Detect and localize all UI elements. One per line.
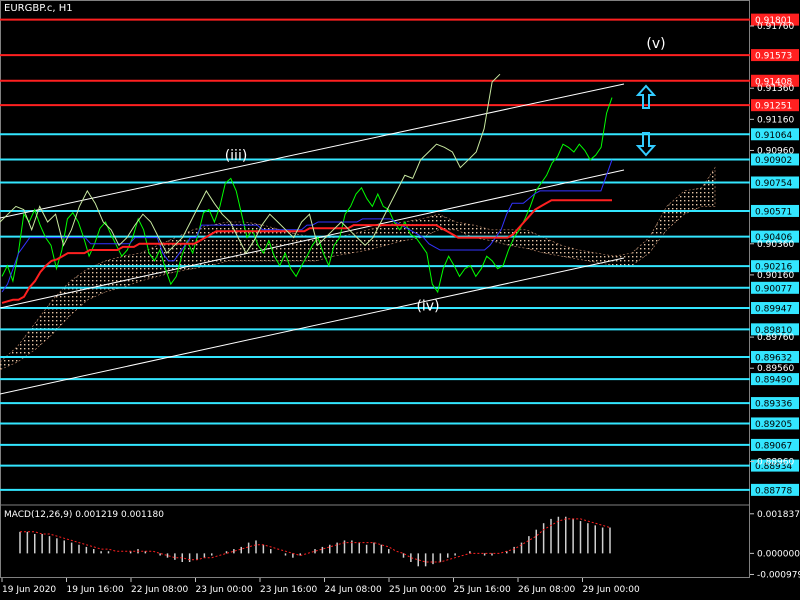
channel-middle-line (0, 169, 625, 309)
resistance-level-tag (751, 49, 799, 62)
x-tick-label: 29 Jun 00:00 (583, 585, 640, 595)
support-level-tag (751, 373, 799, 386)
wave-label: (iv) (416, 299, 439, 315)
y-tick-label: 0.88960 (757, 458, 794, 468)
wave-label: (v) (646, 36, 665, 52)
macd-tick-label: 0.000000 (757, 549, 800, 559)
arrow-down-icon (635, 132, 657, 157)
grid-layer (0, 0, 750, 578)
horizontal-levels: 0.91801 0.91573 0.91408 0.91251 0.91064 0.909… (0, 13, 799, 496)
support-level-tag (751, 459, 799, 472)
y-tick-label: 0.91360 (757, 84, 794, 94)
support-level-tag (751, 260, 799, 273)
support-level-label: 0.90902 (755, 156, 792, 166)
support-level-tag (751, 417, 799, 430)
tenkan-line (1, 159, 613, 293)
support-level-tag (751, 323, 799, 336)
arrow-up-icon (635, 84, 657, 109)
x-tick-label: 25 Jun 00:00 (389, 585, 446, 595)
support-level-label: 0.89632 (755, 354, 792, 364)
support-level-tag (751, 153, 799, 166)
support-level-tag (751, 230, 799, 243)
support-level-tag (751, 483, 799, 496)
y-tick-label: 0.89560 (757, 364, 794, 374)
support-level-tag (751, 397, 799, 410)
price-series (0, 73, 613, 304)
y-tick-label: 0.90960 (757, 146, 794, 156)
annotations: (iii) (iv) (v) (225, 36, 666, 315)
support-level-label: 0.88934 (755, 462, 792, 472)
x-tick-label: 23 Jun 16:00 (260, 585, 317, 595)
resistance-level-label: 0.91573 (755, 52, 792, 62)
support-level-label: 0.88778 (755, 486, 792, 496)
wave-label: (iii) (225, 148, 248, 164)
price-axis: 0.91760 0.91360 0.91160 0.90960 0.90360 0.901… (750, 22, 794, 468)
resistance-level-label: 0.91408 (755, 77, 792, 87)
channel-upper-line (0, 83, 625, 219)
resistance-level-tag (751, 99, 799, 112)
time-axis: 19 Jun 2020 19 Jun 16:00 22 Jun 08:00 23 Ju… (1, 578, 640, 595)
channel-lines (0, 83, 625, 395)
support-level-label: 0.89490 (755, 376, 792, 386)
support-level-tag (751, 204, 799, 217)
support-level-label: 0.90406 (755, 233, 792, 243)
price-line (1, 97, 613, 294)
macd-indicator-label: MACD(12,26,9) 0.001219 0.001180 (4, 510, 164, 520)
x-tick-label: 19 Jun 2020 (2, 585, 56, 595)
cloud-area (0, 166, 716, 371)
x-tick-label: 22 Jun 08:00 (131, 585, 188, 595)
support-level-tag (751, 176, 799, 189)
macd-signal-line (20, 518, 611, 563)
resistance-level-label: 0.91251 (755, 102, 792, 112)
resistance-level-tag (751, 74, 799, 87)
support-level-tag (751, 281, 799, 294)
support-level-label: 0.89810 (755, 326, 792, 336)
macd-tick-label: 0.001837 (757, 510, 800, 520)
y-tick-label: 0.90160 (757, 271, 794, 281)
y-tick-label: 0.89760 (757, 333, 794, 343)
support-level-label: 0.90077 (755, 284, 792, 294)
support-level-label: 0.89947 (755, 305, 792, 315)
support-level-tag (751, 438, 799, 451)
x-tick-label: 19 Jun 16:00 (67, 585, 124, 595)
x-tick-label: 25 Jun 16:00 (454, 585, 511, 595)
support-level-label: 0.89336 (755, 400, 792, 410)
support-level-label: 0.89067 (755, 441, 792, 451)
macd-tick-label: -0.000979 (757, 570, 800, 580)
ichimoku-cloud (0, 166, 716, 371)
channel-lower-line (0, 257, 625, 395)
support-level-tag (751, 128, 799, 141)
resistance-level-label: 0.91801 (755, 16, 792, 26)
kijun-line (1, 199, 612, 304)
chikou-line (0, 73, 501, 255)
support-level-tag (751, 302, 799, 315)
support-level-tag (751, 351, 799, 364)
symbol-title: EURGBP.c, H1 (4, 3, 73, 14)
y-tick-label: 0.91160 (757, 115, 794, 125)
support-level-label: 0.89205 (755, 420, 792, 430)
x-tick-label: 24 Jun 08:00 (325, 585, 382, 595)
x-tick-label: 23 Jun 00:00 (196, 585, 253, 595)
x-tick-label: 26 Jun 08:00 (518, 585, 575, 595)
y-tick-label: 0.91760 (757, 22, 794, 32)
support-level-label: 0.90754 (755, 179, 792, 189)
resistance-level-tag (751, 13, 799, 26)
y-tick-label: 0.90360 (757, 240, 794, 250)
support-level-label: 0.90216 (755, 263, 792, 273)
macd-panel: 0.001837 0.000000 -0.000979 (19, 510, 800, 580)
chart-frame (0, 0, 750, 578)
support-level-label: 0.90571 (755, 207, 792, 217)
support-level-label: 0.91064 (755, 131, 792, 141)
